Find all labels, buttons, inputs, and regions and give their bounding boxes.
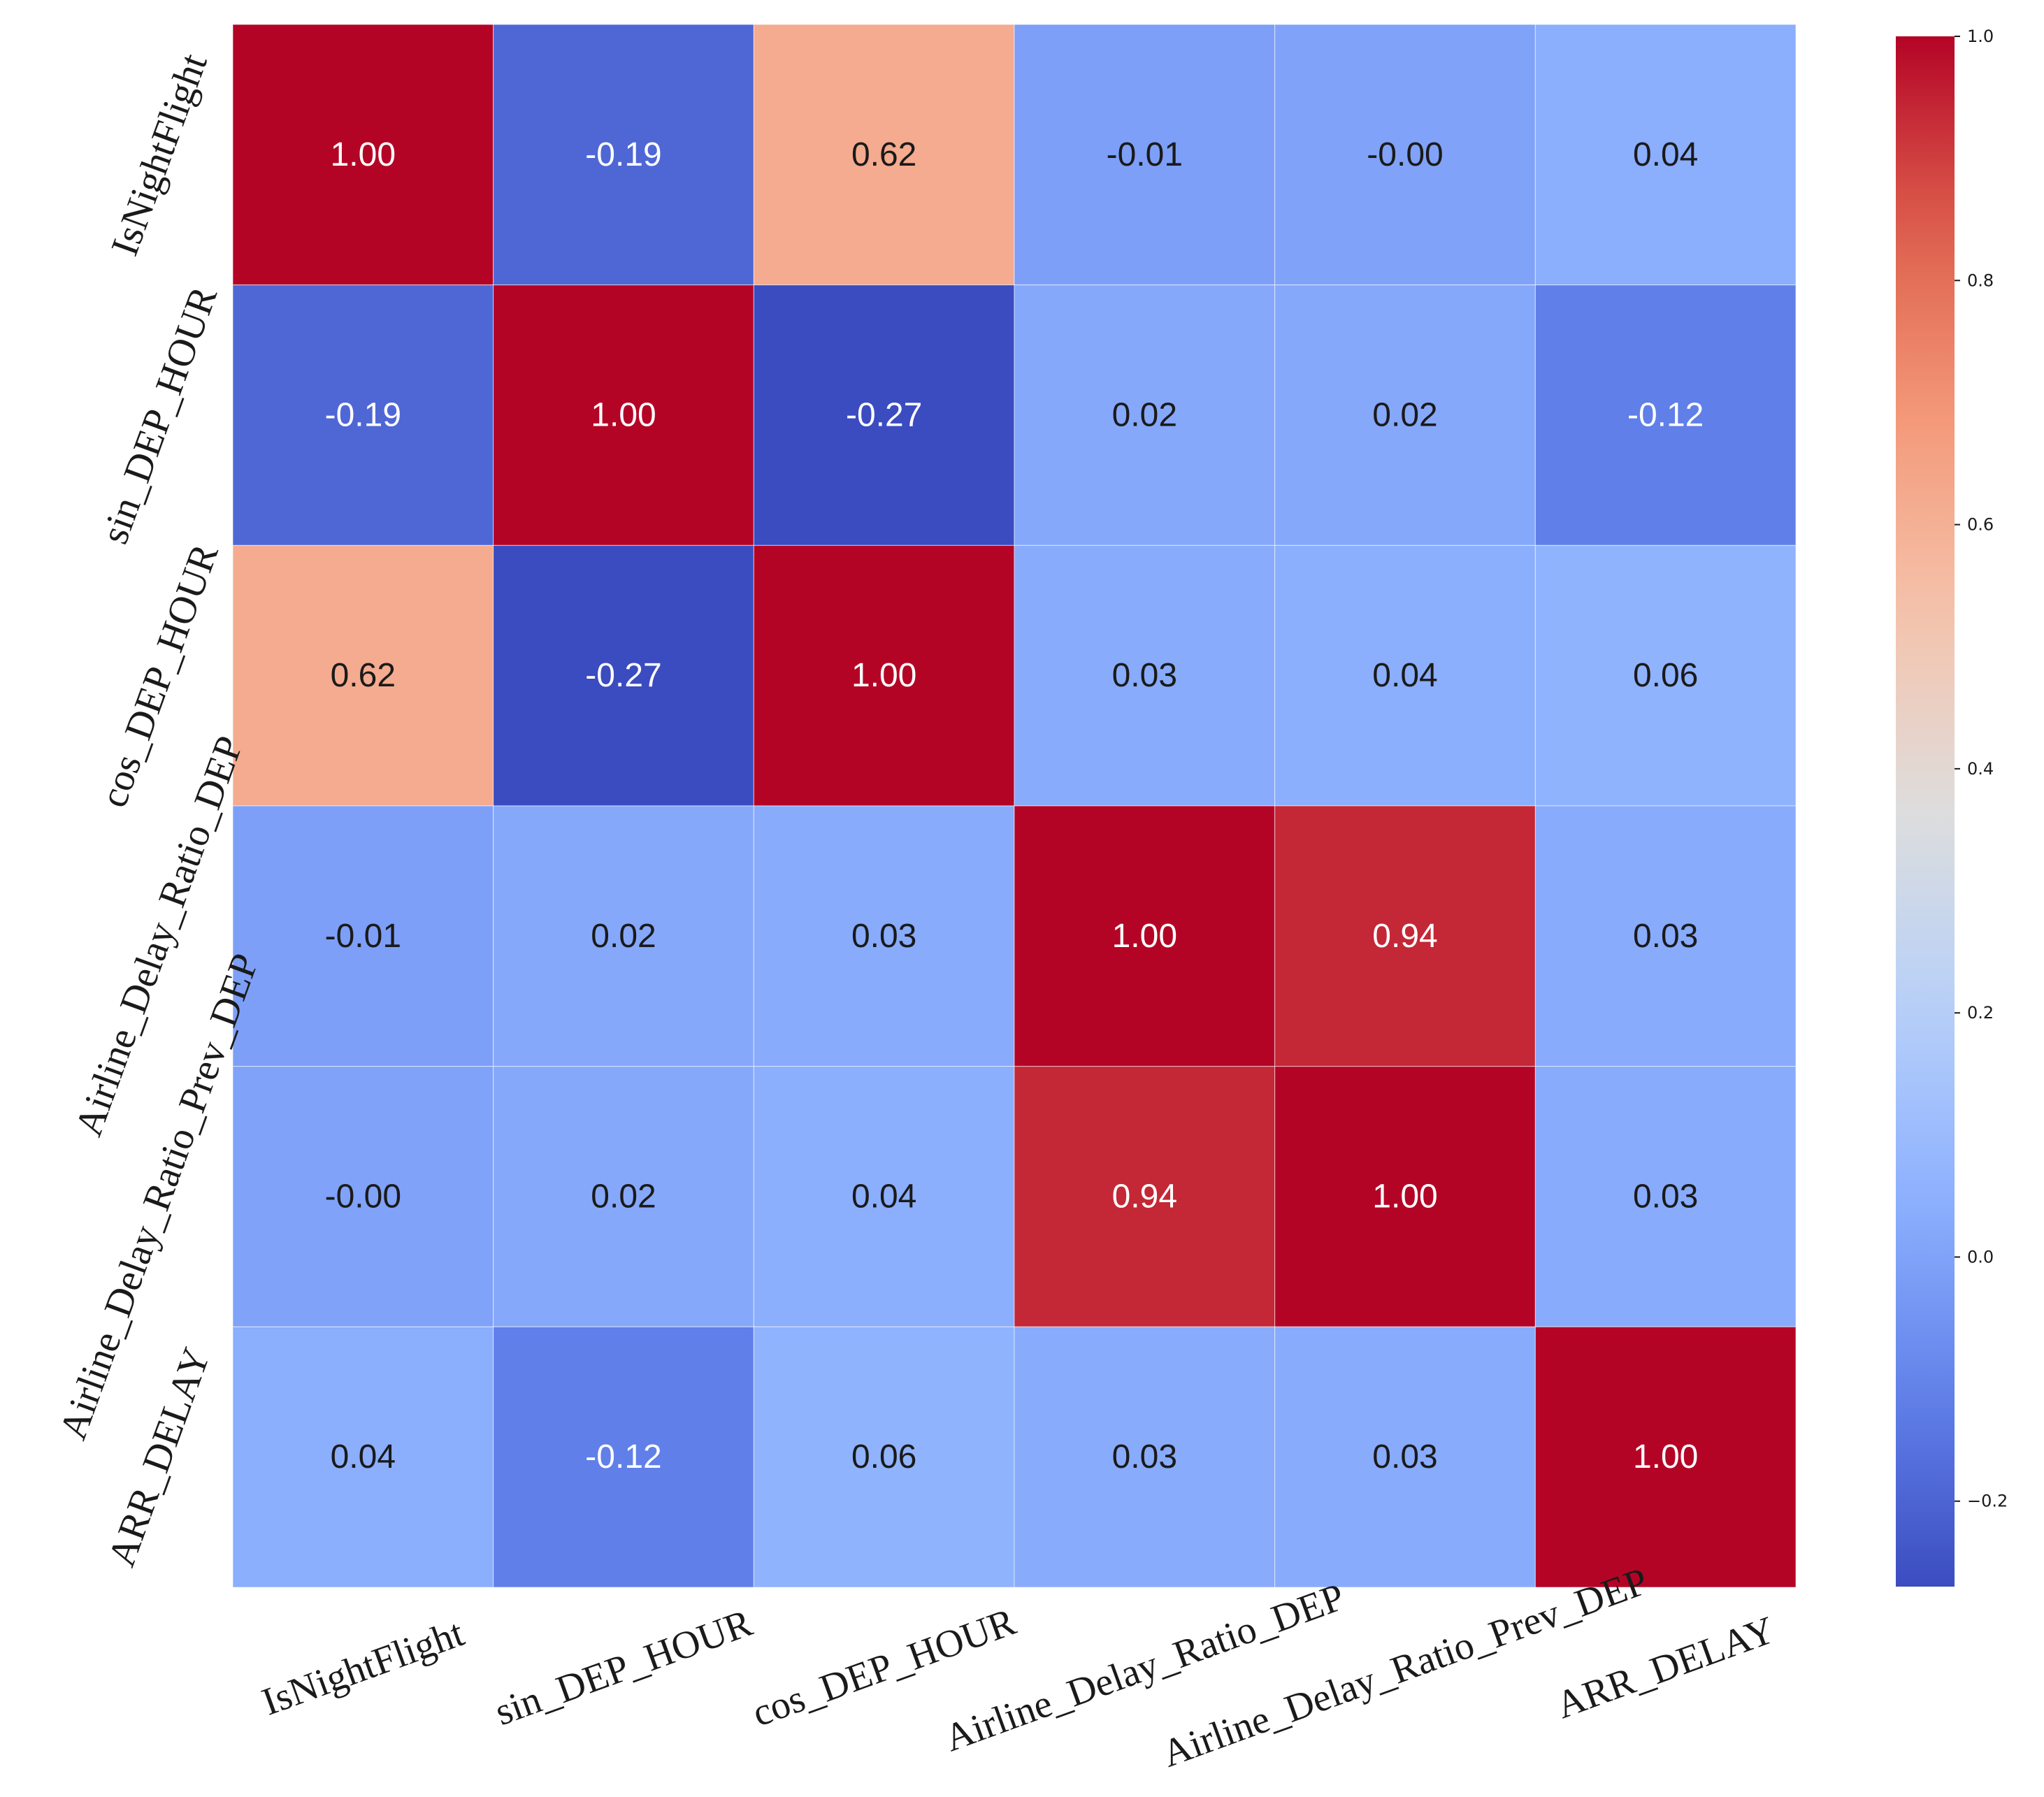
cell-annotation-r0-c3: -0.01 (1107, 136, 1183, 173)
heatmap-cell-r5-c5 (1534, 1326, 1797, 1588)
cell-annotation-r3-c4: 0.94 (1372, 918, 1437, 955)
cell-annotation-r5-c0: 0.04 (331, 1438, 396, 1475)
colorbar-tick-label-2: 0.2 (1967, 1003, 1994, 1023)
heatmap-cell-r0-c1 (493, 24, 754, 286)
cell-annotation-r5-c4: 0.03 (1372, 1438, 1437, 1475)
cell-annotation-r4-c1: 0.02 (591, 1178, 656, 1215)
heatmap-cell-r0-c3 (1014, 24, 1276, 286)
cell-annotation-r3-c3: 1.00 (1112, 918, 1177, 955)
y-tick-label-1: sin_DEP_HOUR (93, 281, 226, 549)
cell-annotation-r4-c5: 0.03 (1633, 1178, 1698, 1215)
heatmap-cell-r4-c1 (493, 1066, 754, 1327)
cell-annotation-r3-c1: 0.02 (591, 918, 656, 955)
x-tick-label-4: Airline_Delay_Ratio_Prev_DEP (1156, 1559, 1653, 1775)
y-tick-label-5: ARR_DELAY (100, 1342, 219, 1572)
cell-annotation-r5-c3: 0.03 (1112, 1438, 1177, 1475)
heatmap-cell-r4-c3 (1014, 1066, 1276, 1327)
heatmap-cell-r1-c1 (493, 284, 754, 546)
cell-annotation-r1-c1: 1.00 (591, 397, 656, 434)
cell-annotation-r0-c5: 0.04 (1633, 136, 1698, 173)
colorbar-tick-label-4: 0.6 (1967, 515, 1994, 535)
colorbar-gradient-bar (1896, 36, 1955, 1587)
heatmap-cell-r2-c2 (753, 544, 1015, 807)
colorbar-tick-label-6: 1.0 (1967, 27, 1994, 46)
heatmap-cell-r2-c4 (1274, 544, 1536, 807)
cell-annotation-r0-c1: -0.19 (585, 136, 661, 173)
heatmap-cell-r1-c0 (232, 284, 494, 546)
colorbar-tick-label-5: 0.8 (1967, 270, 1994, 290)
heatmap-cell-r0-c4 (1274, 24, 1536, 286)
y-tick-label-0: IsNightFlight (103, 48, 216, 261)
heatmap-cell-r3-c4 (1274, 805, 1536, 1067)
heatmap-cell-r3-c3 (1014, 805, 1276, 1067)
cell-annotation-r2-c2: 1.00 (851, 657, 916, 694)
heatmap-cell-r0-c2 (753, 24, 1015, 286)
cell-annotation-r3-c0: -0.01 (325, 918, 401, 955)
cell-annotation-r0-c2: 0.62 (851, 136, 916, 173)
cell-annotation-r3-c5: 0.03 (1633, 918, 1698, 955)
cell-annotation-r0-c0: 1.00 (331, 136, 396, 173)
colorbar: −0.2 0.0 0.2 0.4 0.6 0.8 1.0 (1896, 27, 2008, 1587)
heatmap-cell-r1-c3 (1014, 284, 1276, 546)
x-tick-label-0: IsNightFlight (257, 1611, 470, 1724)
heatmap-cell-r2-c0 (232, 544, 494, 807)
cell-annotation-r5-c1: -0.12 (585, 1438, 661, 1475)
heatmap-cells (232, 24, 1797, 1588)
heatmap-cell-r1-c5 (1534, 284, 1797, 546)
heatmap-cell-r4-c5 (1534, 1066, 1797, 1327)
heatmap-cell-r4-c0 (232, 1066, 494, 1327)
heatmap-cell-r4-c2 (753, 1066, 1015, 1327)
cell-annotation-r1-c5: -0.12 (1627, 397, 1704, 434)
cell-annotation-r2-c3: 0.03 (1112, 657, 1177, 694)
heatmap-annotations: 1.00 -0.19 0.62 -0.01 -0.00 0.04 -0.19 1.00 -0.2… (325, 136, 1704, 1475)
cell-annotation-r1-c4: 0.02 (1372, 397, 1437, 434)
heatmap-cell-r3-c1 (493, 805, 754, 1067)
cell-annotation-r4-c3: 0.94 (1112, 1178, 1177, 1215)
heatmap-cell-r2-c5 (1534, 544, 1797, 807)
cell-annotation-r4-c0: -0.00 (325, 1178, 401, 1215)
cell-annotation-r5-c2: 0.06 (851, 1438, 916, 1475)
x-tick-label-1: sin_DEP_HOUR (489, 1601, 758, 1734)
heatmap-cell-r2-c1 (493, 544, 754, 807)
heatmap-cell-r0-c5 (1534, 24, 1797, 286)
heatmap-cell-r0-c0 (232, 24, 494, 286)
cell-annotation-r2-c5: 0.06 (1633, 657, 1698, 694)
cell-annotation-r2-c0: 0.62 (331, 657, 396, 694)
colorbar-tick-label-0: −0.2 (1967, 1492, 2008, 1511)
cell-annotation-r4-c4: 1.00 (1372, 1178, 1437, 1215)
colorbar-tick-label-3: 0.4 (1967, 759, 1994, 779)
colorbar-tick-label-1: 0.0 (1967, 1247, 1994, 1266)
cell-annotation-r4-c2: 0.04 (851, 1178, 916, 1215)
cell-annotation-r2-c1: -0.27 (585, 657, 661, 694)
heatmap-cell-r3-c2 (753, 805, 1015, 1067)
heatmap-cell-r3-c0 (232, 805, 494, 1067)
cell-annotation-r1-c3: 0.02 (1112, 397, 1177, 434)
heatmap-cell-r3-c5 (1534, 805, 1797, 1067)
cell-annotation-r3-c2: 0.03 (851, 918, 916, 955)
cell-annotation-r0-c4: -0.00 (1367, 136, 1443, 173)
cell-annotation-r1-c2: -0.27 (846, 397, 922, 434)
cell-annotation-r5-c5: 1.00 (1633, 1438, 1698, 1475)
heatmap-cell-r2-c3 (1014, 544, 1276, 807)
heatmap-cell-r5-c4 (1274, 1326, 1536, 1588)
cell-annotation-r2-c4: 0.04 (1372, 657, 1437, 694)
cell-annotation-r1-c0: -0.19 (325, 397, 401, 434)
heatmap-cell-r4-c4 (1274, 1066, 1536, 1327)
x-axis-tick-labels: IsNightFlight sin_DEP_HOURcos_DEP_HOURAir… (257, 1559, 1780, 1775)
heatmap-cell-r5-c0 (232, 1326, 494, 1588)
x-tick-label-5: ARR_DELAY (1550, 1608, 1780, 1727)
heatmap-cell-r5-c3 (1014, 1326, 1276, 1588)
